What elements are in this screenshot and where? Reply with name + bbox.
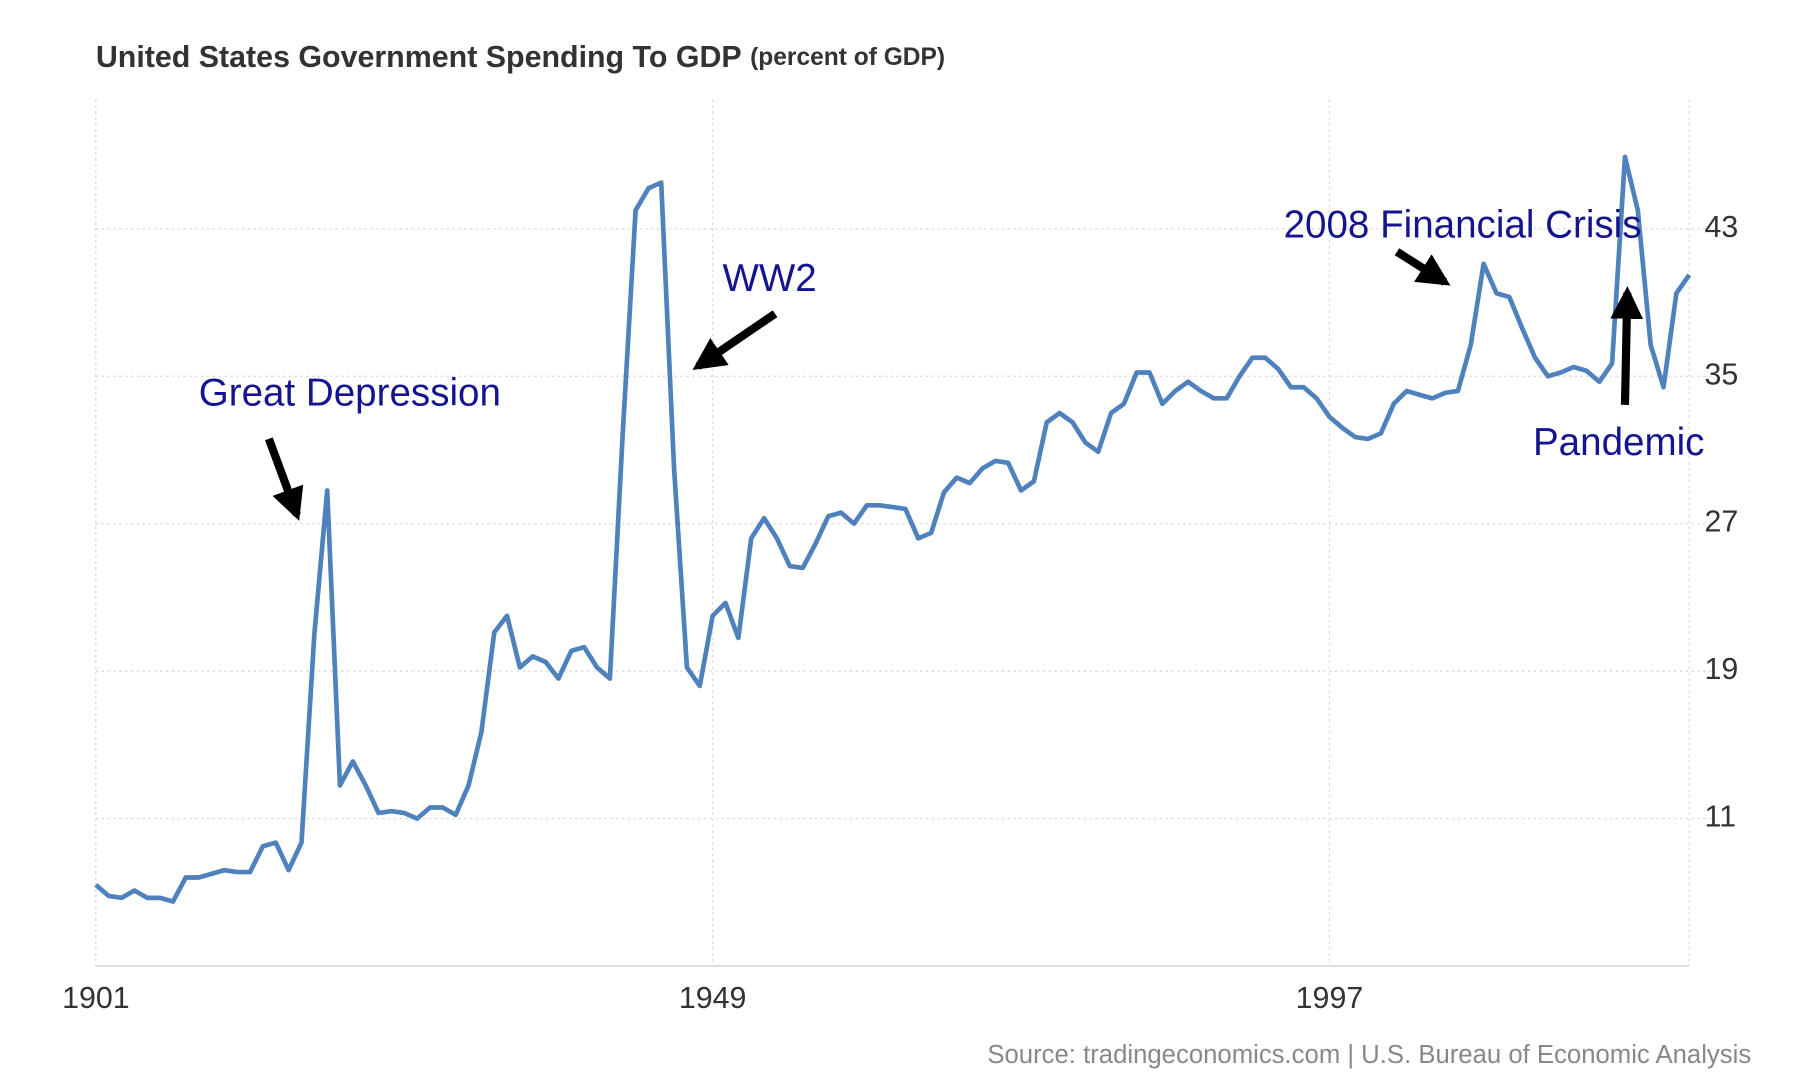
data-line	[94, 154, 1692, 904]
x-tick-label: 1901	[62, 981, 130, 1015]
subtitle: (percent of GDP)	[750, 44, 945, 71]
arrow	[1394, 248, 1451, 286]
x-tick-label: 1949	[679, 981, 747, 1015]
arrow	[1610, 286, 1644, 405]
chart-title: United States Government Spending To GDP…	[96, 40, 945, 74]
y-tick-label: 11	[1704, 800, 1736, 834]
arrow	[265, 437, 304, 521]
y-tick-label: 35	[1704, 357, 1738, 391]
arrows	[265, 248, 1644, 521]
annotation: Great Depression	[199, 372, 501, 415]
source: Source: tradingeconomics.com | U.S. Bure…	[987, 1041, 1751, 1069]
annotation: Pandemic	[1533, 421, 1704, 464]
title: United States Government Spending To GDP	[96, 40, 742, 74]
arrow	[692, 310, 778, 370]
x-tick-label: 1997	[1296, 981, 1364, 1015]
y-tick-label: 27	[1704, 505, 1738, 539]
y-tick-label: 43	[1704, 210, 1738, 244]
y-tick-label: 19	[1704, 652, 1738, 686]
annotation: 2008 Financial Crisis	[1284, 203, 1642, 246]
annotation: WW2	[722, 257, 816, 300]
